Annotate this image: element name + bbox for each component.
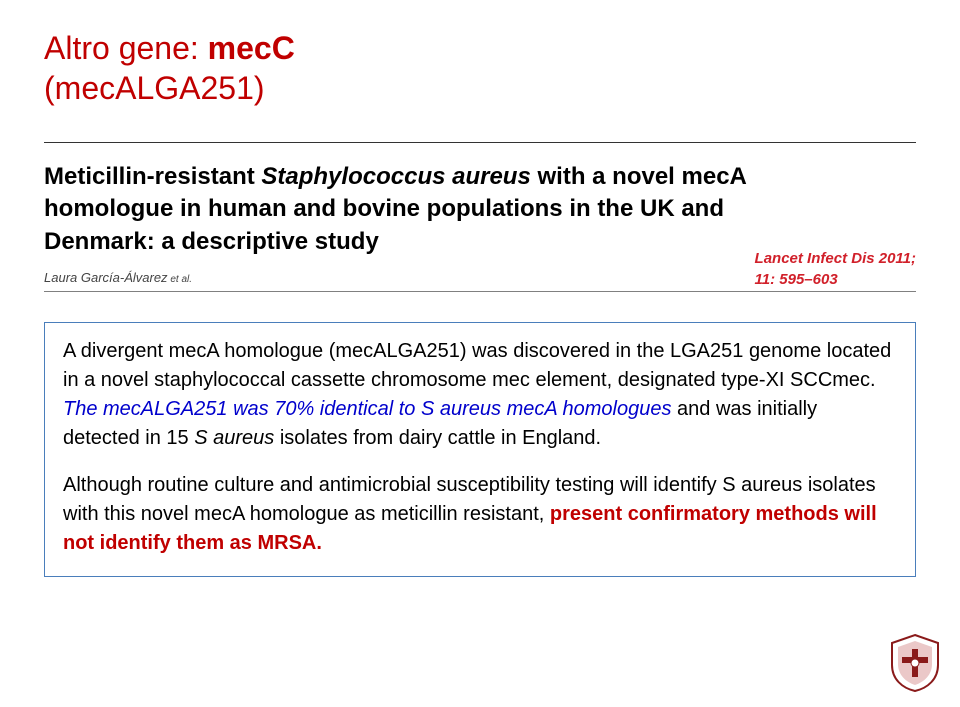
p1-text-e: isolates from dairy cattle in England. xyxy=(274,427,601,449)
p1-highlight: The mecALGA251 was 70% identical to S au… xyxy=(63,398,671,420)
heading-line1-b: mecC xyxy=(208,30,295,66)
highlight-box: A divergent mecA homologue (mecALGA251) … xyxy=(44,322,916,577)
author-name: Laura García-Álvarez xyxy=(44,270,168,285)
box-paragraph-1: A divergent mecA homologue (mecALGA251) … xyxy=(63,337,897,453)
heading-line1-a: Altro gene: xyxy=(44,30,208,66)
article-title-pre: Meticillin-resistant xyxy=(44,163,261,190)
p1-text-a: A divergent mecA homologue (mecALGA251) … xyxy=(63,340,891,391)
journal-line1: Lancet Infect Dis 2011; xyxy=(755,250,916,267)
article-citation-block: Meticillin-resistant Staphylococcus aure… xyxy=(44,142,916,292)
author-etal: et al. xyxy=(168,274,192,285)
journal-reference: Lancet Infect Dis 2011; 11: 595–603 xyxy=(755,248,916,290)
article-title-italic: Staphylococcus aureus xyxy=(261,163,530,190)
heading-line2: (mecALGA251) xyxy=(44,70,265,106)
box-paragraph-2: Although routine culture and antimicrobi… xyxy=(63,471,897,558)
emblem-logo xyxy=(888,633,942,693)
journal-line2: 11: 595–603 xyxy=(755,271,838,288)
p1-italic-d: S aureus xyxy=(194,427,274,449)
divider-top xyxy=(44,142,916,143)
slide-heading: Altro gene: mecC (mecALGA251) xyxy=(44,28,916,108)
article-title: Meticillin-resistant Staphylococcus aure… xyxy=(44,161,804,258)
divider-bottom xyxy=(44,291,916,292)
